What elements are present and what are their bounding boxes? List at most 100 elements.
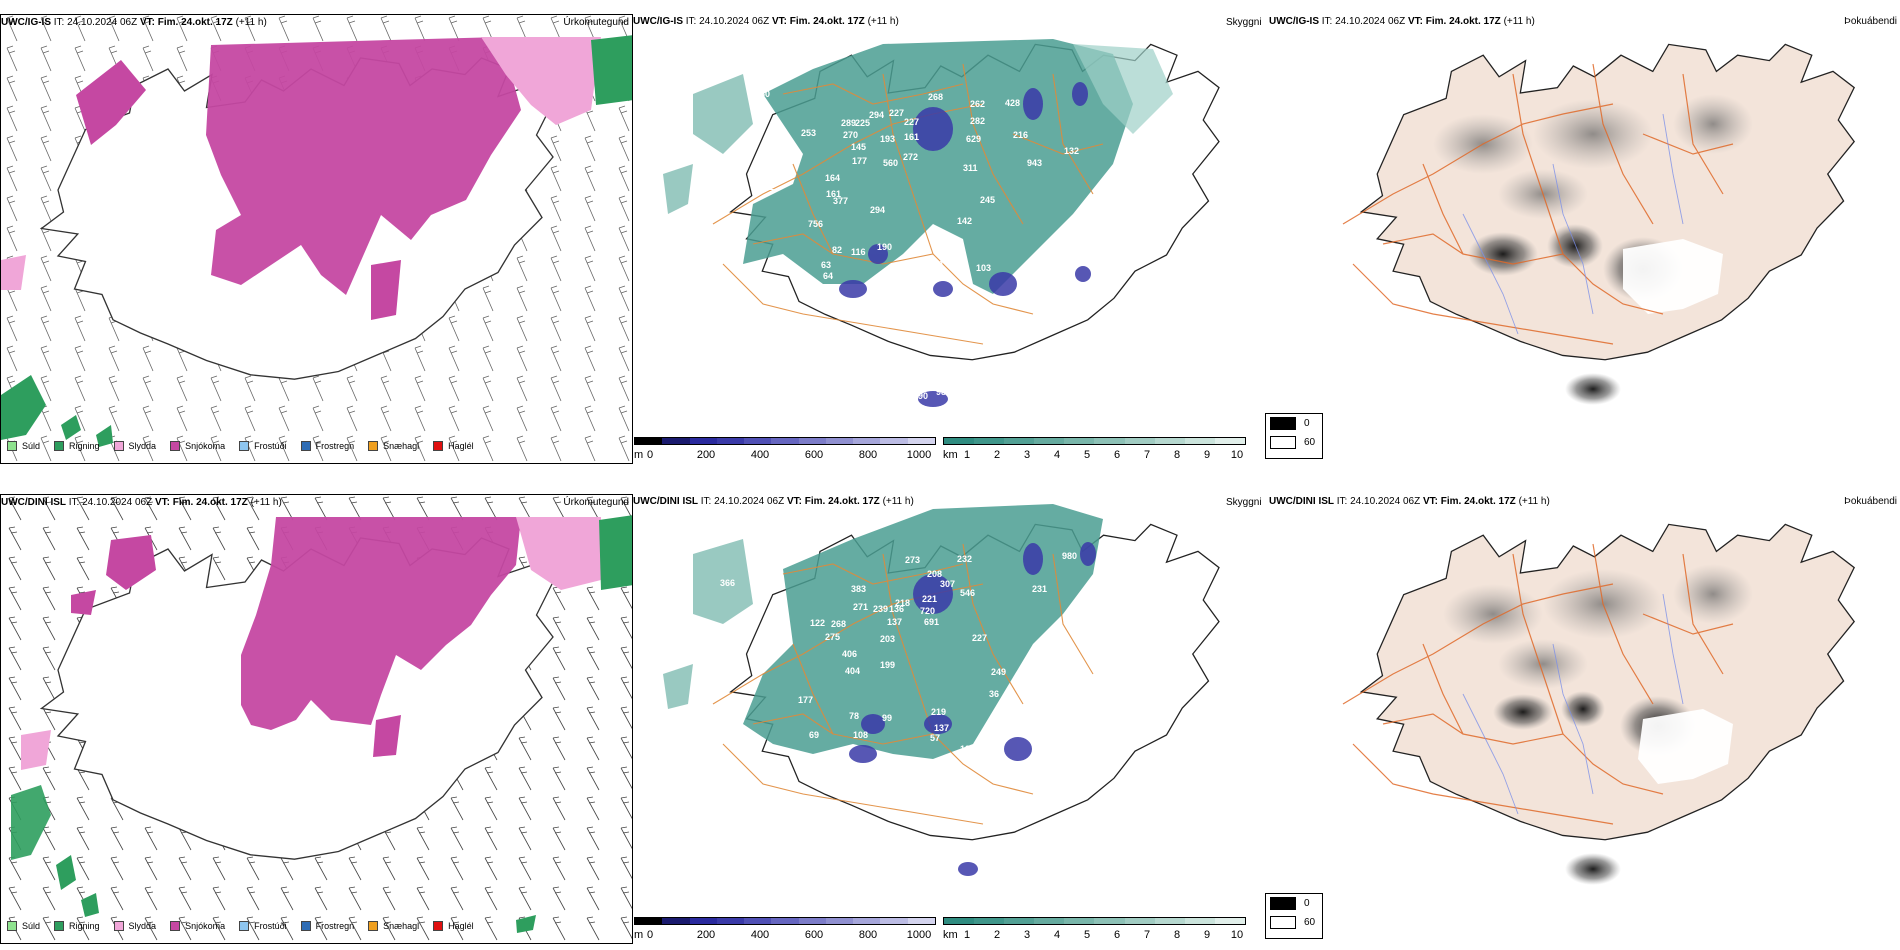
colorbar-tick: 4 bbox=[1053, 929, 1061, 941]
colorbar-segment bbox=[907, 918, 935, 924]
cloud-base-label: 116 bbox=[851, 247, 866, 257]
colorbar-tick: 8 bbox=[1173, 449, 1181, 461]
cloud-base-label: 406 bbox=[842, 649, 857, 659]
road-network bbox=[1342, 543, 1734, 825]
fog-legend: 0 60 bbox=[1265, 413, 1323, 459]
panel-header: UWC/IG-IS IT: 24.10.2024 06Z VT: Fim. 24… bbox=[633, 16, 899, 27]
legend-item: Frostregn bbox=[300, 921, 354, 931]
low-cloud-cells bbox=[849, 542, 1096, 876]
cloud-base-label: 546 bbox=[960, 588, 975, 598]
colorbar-segment bbox=[1064, 438, 1095, 444]
cloud-base-label: 756 bbox=[808, 219, 823, 229]
cloud-base-label: 260 bbox=[755, 89, 770, 99]
colorbar-tick: 0 bbox=[646, 929, 654, 941]
cloud-base-label: 273 bbox=[905, 555, 920, 565]
cloud-base-label: 208 bbox=[927, 569, 942, 579]
cloud-base-label: 272 bbox=[903, 152, 918, 162]
sleet-area-west bbox=[1, 255, 26, 290]
cloud-base-label: 177 bbox=[852, 156, 867, 166]
colorbar-segment bbox=[1184, 918, 1215, 924]
precip-type-panel-top: UWC/IG-IS IT: 24.10.2024 06Z VT: Fim. 24… bbox=[0, 14, 633, 464]
colorbar-segment bbox=[744, 438, 772, 444]
legend-item: Slydda bbox=[113, 441, 156, 451]
colorbar-segment bbox=[635, 438, 663, 444]
colorbar-tick: 9 bbox=[1203, 449, 1211, 461]
colorbar-segment bbox=[798, 438, 826, 444]
fog-index-panel-top: UWC/IG-IS IT: 24.10.2024 06Z VT: Fim. 24… bbox=[1263, 14, 1900, 454]
legend-swatch bbox=[368, 441, 379, 451]
colorbar-tick: 1 bbox=[963, 449, 971, 461]
panel-tag: Úrkomutegund bbox=[563, 497, 629, 508]
cloud-base-label: 41 bbox=[718, 712, 728, 722]
legend-swatch bbox=[113, 921, 124, 931]
cloud-base-label: 78 bbox=[849, 711, 859, 721]
clear-area bbox=[1638, 709, 1733, 784]
cloud-base-label: 161 bbox=[826, 189, 841, 199]
cloud-base-label: 137 bbox=[934, 723, 949, 733]
visibility-colorbar: km 1 2 3 4 5 6 7 8 9 10 bbox=[943, 917, 1246, 941]
cloud-base-colorbar: m 0 200 400 600 800 1000 bbox=[634, 917, 936, 941]
snow-area bbox=[241, 517, 521, 730]
snow-area-west bbox=[71, 535, 156, 615]
cloud-base-label: 108 bbox=[853, 730, 868, 740]
cloud-base-label: 69 bbox=[811, 282, 821, 292]
legend-swatch bbox=[54, 921, 65, 931]
legend-item: Frostregn bbox=[300, 441, 354, 451]
rain-area-sw bbox=[11, 785, 51, 860]
colorbar-segment bbox=[1004, 918, 1035, 924]
panel-tag: Úrkomutegund bbox=[563, 17, 629, 28]
cloud-base-label: 82 bbox=[832, 245, 842, 255]
panel-tag: Þokuábendi bbox=[1844, 496, 1897, 507]
cloud-base-label: 980 bbox=[1062, 551, 1077, 561]
legend-item: Snæhagl bbox=[368, 441, 419, 451]
colorbar-segment bbox=[907, 438, 935, 444]
colorbar-unit: m bbox=[634, 449, 644, 461]
fog-legend-box bbox=[1270, 436, 1296, 449]
cloud-base-label: 307 bbox=[940, 579, 955, 589]
colorbar-segment bbox=[1154, 918, 1185, 924]
cloud-visibility-panel-bottom: 223 366 273 232 980 383 208 307 221 546 231 271 239 2… bbox=[633, 494, 1263, 934]
cloud-base-label: 119 bbox=[723, 226, 738, 236]
visibility-area bbox=[743, 504, 1103, 759]
cloud-base-label: 294 bbox=[870, 205, 885, 215]
cloud-base-label: 216 bbox=[1013, 130, 1028, 140]
cloud-base-label: 720 bbox=[920, 606, 935, 616]
colorbar-strip bbox=[634, 917, 936, 925]
legend-item: Slydda bbox=[113, 921, 156, 931]
cloud-base-label: 90 bbox=[918, 391, 928, 401]
colorbar-tick: 800 bbox=[858, 929, 878, 941]
cloud-base-label: 57 bbox=[930, 733, 940, 743]
colorbar-segment bbox=[662, 438, 690, 444]
colorbar-tick: 6 bbox=[1113, 929, 1121, 941]
legend-swatch bbox=[7, 921, 17, 931]
colorbar-segment bbox=[1004, 438, 1035, 444]
colorbar-segment bbox=[974, 918, 1005, 924]
colorbar-segment bbox=[1184, 438, 1215, 444]
colorbar-segment bbox=[716, 438, 745, 444]
colorbar-tick: 200 bbox=[696, 449, 716, 461]
low-cloud-cells bbox=[839, 82, 1091, 407]
cloud-base-colorbar: m 0 200 400 600 800 1000 bbox=[634, 437, 936, 461]
sleet-area-west bbox=[21, 730, 51, 770]
panel-header: UWC/IG-IS IT: 24.10.2024 06Z VT: Fim. 24… bbox=[1, 17, 267, 28]
rivers bbox=[1462, 593, 1684, 815]
legend-item: Súld bbox=[7, 921, 40, 931]
colorbar-unit: km bbox=[943, 449, 958, 461]
legend-swatch bbox=[170, 921, 181, 931]
cloud-base-label: 199 bbox=[880, 660, 895, 670]
colorbar-tick: 1 bbox=[963, 929, 971, 941]
cloud-base-label: 629 bbox=[966, 134, 981, 144]
cloud-base-label: 103 bbox=[976, 263, 991, 273]
cloud-base-label: 203 bbox=[880, 634, 895, 644]
fog-index-map bbox=[1342, 43, 1855, 405]
cloud-base-label: 223 bbox=[759, 544, 774, 554]
sleet-area bbox=[481, 37, 601, 125]
cloud-base-labels: 270 260 253 292 289 270 294 227 225 227 145 193 161 1… bbox=[708, 64, 1079, 401]
colorbar-segment bbox=[1214, 918, 1245, 924]
cloud-base-label: 123 bbox=[960, 744, 975, 754]
cloud-base-label: 122 bbox=[810, 618, 825, 628]
legend-item: Rigning bbox=[54, 921, 100, 931]
sleet-area bbox=[516, 517, 601, 590]
colorbar-tick: 800 bbox=[858, 449, 878, 461]
